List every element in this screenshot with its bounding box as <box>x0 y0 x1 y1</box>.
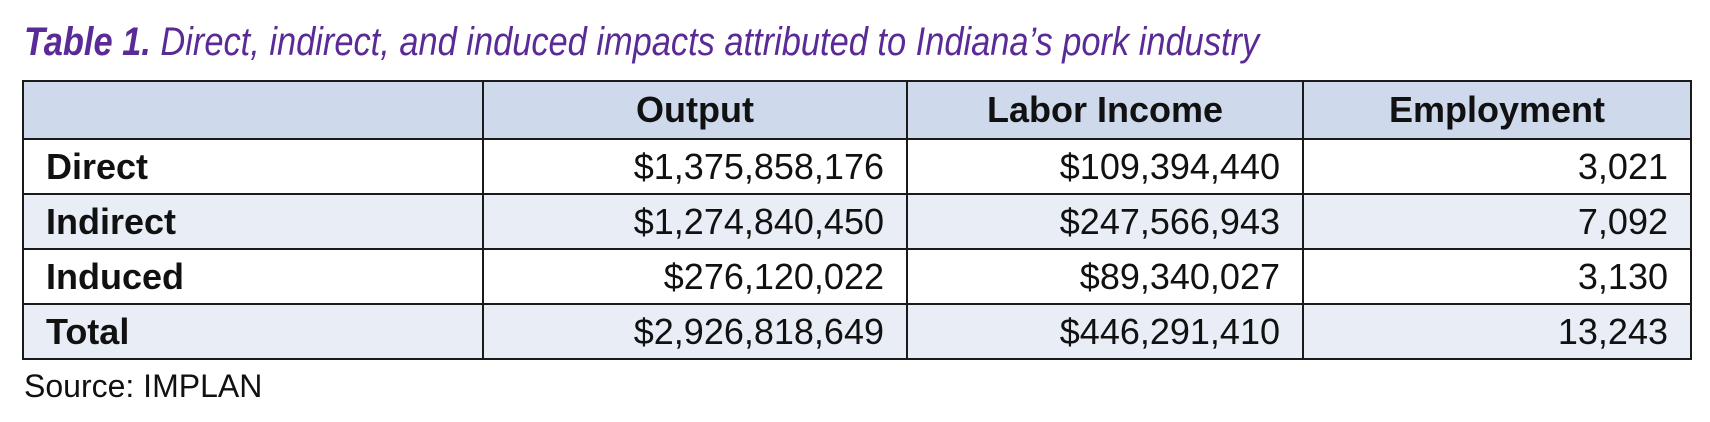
header-cell-labor-income: Labor Income <box>906 80 1304 140</box>
row-label: Induced <box>22 248 484 305</box>
header-row: Output Labor Income Employment <box>22 80 1692 140</box>
source-note: Source: IMPLAN <box>24 368 263 404</box>
table-row-total: Total $2,926,818,649 $446,291,410 13,243 <box>22 303 1692 360</box>
labor-income-cell: $247,566,943 <box>906 193 1304 250</box>
row-label: Indirect <box>22 193 484 250</box>
row-label: Direct <box>22 138 484 195</box>
table-row: Induced $276,120,022 $89,340,027 3,130 <box>22 248 1692 305</box>
header-cell-employment: Employment <box>1302 80 1692 140</box>
impact-table: Output Labor Income Employment Direct $1… <box>22 80 1692 360</box>
labor-income-cell: $89,340,027 <box>906 248 1304 305</box>
header-cell-empty <box>22 80 484 140</box>
table-caption: Table 1. Direct, indirect, and induced i… <box>24 14 1259 70</box>
caption-text: Direct, indirect, and induced impacts at… <box>160 20 1260 64</box>
output-cell: $1,375,858,176 <box>482 138 908 195</box>
table-row: Direct $1,375,858,176 $109,394,440 3,021 <box>22 138 1692 195</box>
output-cell: $1,274,840,450 <box>482 193 908 250</box>
row-label: Total <box>22 303 484 360</box>
output-cell: $276,120,022 <box>482 248 908 305</box>
output-cell: $2,926,818,649 <box>482 303 908 360</box>
caption-label: Table 1. <box>24 20 151 64</box>
header-cell-output: Output <box>482 80 908 140</box>
labor-income-cell: $446,291,410 <box>906 303 1304 360</box>
labor-income-cell: $109,394,440 <box>906 138 1304 195</box>
table-row: Indirect $1,274,840,450 $247,566,943 7,0… <box>22 193 1692 250</box>
employment-cell: 13,243 <box>1302 303 1692 360</box>
employment-cell: 3,021 <box>1302 138 1692 195</box>
employment-cell: 7,092 <box>1302 193 1692 250</box>
employment-cell: 3,130 <box>1302 248 1692 305</box>
impact-table-container: Output Labor Income Employment Direct $1… <box>22 80 1692 360</box>
